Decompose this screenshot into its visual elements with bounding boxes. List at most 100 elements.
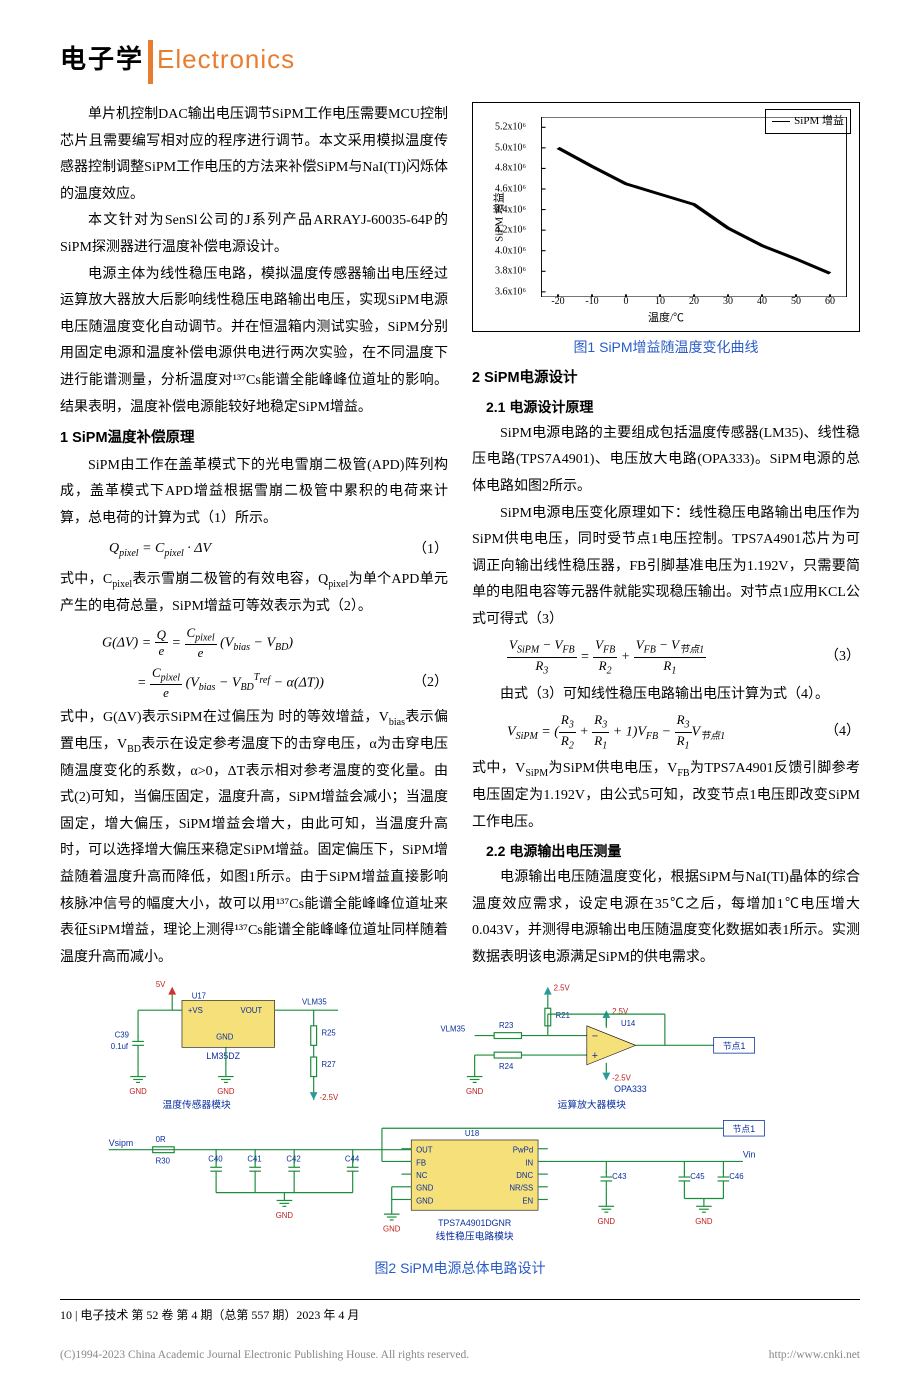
chart-x-label: 温度/℃ xyxy=(648,308,684,329)
figure-2-caption: 图2 SiPM电源总体电路设计 xyxy=(60,1255,860,1282)
equation-4: VSiPM = (R3R2 + R3R1 + 1)VFB − R3R1V节点1 … xyxy=(472,712,860,752)
svg-text:Vin: Vin xyxy=(743,1150,756,1160)
svg-text:2.5V: 2.5V xyxy=(612,1008,629,1017)
svg-text:GND: GND xyxy=(466,1088,484,1097)
svg-text:节点1: 节点1 xyxy=(723,1042,746,1052)
svg-text:C40: C40 xyxy=(208,1155,223,1164)
svg-text:VLM35: VLM35 xyxy=(302,998,327,1007)
paragraph: 本文针对为SenSl公司的J系列产品ARRAYJ-60035-64P的SiPM探… xyxy=(60,208,448,261)
figure-1-caption: 图1 SiPM增益随温度变化曲线 xyxy=(472,334,860,361)
equation-body: G(ΔV) = Qe = Cpixele (Vbias − VBD) xyxy=(60,625,406,661)
svg-text:VOUT: VOUT xyxy=(240,1007,262,1016)
svg-text:Vsipm: Vsipm xyxy=(109,1138,133,1148)
right-column: SiPM 增益 SiPM 增益 温度/℃ 3.6x10⁶3.8x10⁶4.0x1… xyxy=(472,102,860,971)
svg-text:U17: U17 xyxy=(192,992,206,1001)
paragraph: 式中，G(ΔV)表示SiPM在过偏压为 时的等效增益，Vbias表示偏置电压，V… xyxy=(60,705,448,971)
equation-number: （2） xyxy=(406,670,448,697)
footer-copyright: (C)1994-2023 China Academic Journal Elec… xyxy=(60,1345,860,1367)
figure-2-circuit: U17+VSVOUTGNDLM35DZ5VC390.1ufGNDGNDVLM35… xyxy=(60,979,860,1281)
svg-text:EN: EN xyxy=(522,1197,533,1206)
equation-2a: G(ΔV) = Qe = Cpixele (Vbias − VBD) xyxy=(60,625,448,661)
svg-text:GND: GND xyxy=(416,1197,434,1206)
svg-text:C44: C44 xyxy=(345,1155,360,1164)
svg-text:GND: GND xyxy=(416,1184,434,1193)
paragraph: 单片机控制DAC输出电压调节SiPM工作电压需要MCU控制芯片且需要编写相对应的… xyxy=(60,102,448,208)
equation-body: VSiPM = (R3R2 + R3R1 + 1)VFB − R3R1V节点1 xyxy=(472,712,818,752)
svg-text:-2.5V: -2.5V xyxy=(612,1074,631,1083)
paragraph: 由式（3）可知线性稳压电路输出电压计算为式（4）。 xyxy=(472,682,860,709)
section-heading-2-2: 2.2 电源输出电压测量 xyxy=(472,838,860,865)
svg-text:+VS: +VS xyxy=(188,1007,203,1016)
chart-plot-area xyxy=(541,117,847,297)
svg-text:C39: C39 xyxy=(115,1031,129,1040)
equation-number: （4） xyxy=(818,719,860,746)
paragraph: SiPM由工作在盖革模式下的光电雪崩二极管(APD)阵列构成，盖革模式下APD增… xyxy=(60,453,448,533)
svg-text:2.5V: 2.5V xyxy=(554,984,571,993)
footer-line: 10 | 电子技术 第 52 卷 第 4 期（总第 557 期）2023 年 4… xyxy=(60,1299,860,1327)
paragraph: SiPM电源电路的主要组成包括温度传感器(LM35)、线性稳压电路(TPS7A4… xyxy=(472,421,860,501)
circuit-svg: U17+VSVOUTGNDLM35DZ5VC390.1ufGNDGNDVLM35… xyxy=(60,979,860,1252)
page-footer: 10 | 电子技术 第 52 卷 第 4 期（总第 557 期）2023 年 4… xyxy=(60,1299,860,1367)
svg-text:OUT: OUT xyxy=(416,1146,433,1155)
svg-text:NC: NC xyxy=(416,1171,428,1180)
svg-text:GND: GND xyxy=(216,1033,234,1042)
svg-text:OPA333: OPA333 xyxy=(614,1085,647,1095)
svg-text:R30: R30 xyxy=(156,1157,171,1166)
svg-text:IN: IN xyxy=(525,1159,533,1168)
svg-text:VLM35: VLM35 xyxy=(440,1025,465,1034)
paragraph: SiPM电源电压变化原理如下：线性稳压电路输出电压作为SiPM供电电压，同时受节… xyxy=(472,501,860,634)
svg-text:R24: R24 xyxy=(499,1062,514,1071)
svg-text:0R: 0R xyxy=(156,1135,166,1144)
header-divider xyxy=(148,40,153,84)
section-title-en: Electronics xyxy=(155,35,295,84)
svg-text:C41: C41 xyxy=(247,1155,261,1164)
svg-text:C43: C43 xyxy=(612,1172,626,1181)
svg-text:GND: GND xyxy=(129,1088,147,1097)
section-heading-1: 1 SiPM温度补偿原理 xyxy=(60,425,448,453)
svg-text:节点1: 节点1 xyxy=(733,1125,756,1135)
svg-text:C46: C46 xyxy=(729,1172,743,1181)
svg-text:R23: R23 xyxy=(499,1021,513,1030)
svg-text:TPS7A4901DGNR: TPS7A4901DGNR xyxy=(438,1218,511,1228)
equation-body: = Cpixele (Vbias − VBDTref − α(ΔT)) xyxy=(60,665,406,701)
svg-text:GND: GND xyxy=(217,1088,235,1097)
svg-text:5V: 5V xyxy=(156,980,166,989)
svg-text:R21: R21 xyxy=(556,1011,570,1020)
equation-1: Qpixel = Cpixel · ΔV （1） xyxy=(60,536,448,563)
svg-text:GND: GND xyxy=(383,1225,401,1234)
svg-text:GND: GND xyxy=(695,1217,713,1226)
svg-text:R27: R27 xyxy=(321,1060,335,1069)
equation-3: VSiPM − VFBR3 = VFBR2 + VFB − V节点1R1 （3） xyxy=(472,637,860,677)
svg-text:U14: U14 xyxy=(621,1019,636,1028)
equation-body: Qpixel = Cpixel · ΔV xyxy=(60,536,406,563)
svg-text:NR/SS: NR/SS xyxy=(509,1184,533,1193)
paragraph: 电源主体为线性稳压电路，模拟温度传感器输出电压经过运算放大器放大后影响线性稳压电… xyxy=(60,262,448,422)
page-header: 电子学 Electronics xyxy=(60,40,860,84)
figure-1-chart: SiPM 增益 SiPM 增益 温度/℃ 3.6x10⁶3.8x10⁶4.0x1… xyxy=(472,102,860,332)
equation-body: VSiPM − VFBR3 = VFBR2 + VFB − V节点1R1 xyxy=(472,637,818,677)
paragraph: 式中，VSiPM为SiPM供电电压，VFB为TPS7A4901反馈引脚参考电压固… xyxy=(472,756,860,836)
svg-text:R25: R25 xyxy=(321,1029,336,1038)
paragraph: 电源输出电压随温度变化，根据SiPM与NaI(TI)晶体的综合温度效应需求，设定… xyxy=(472,865,860,971)
svg-text:LM35DZ: LM35DZ xyxy=(206,1051,240,1061)
svg-text:运算放大器模块: 运算放大器模块 xyxy=(558,1098,626,1111)
equation-number: （1） xyxy=(406,537,448,564)
svg-text:−: − xyxy=(592,1031,598,1043)
svg-text:FB: FB xyxy=(416,1159,426,1168)
left-column: 单片机控制DAC输出电压调节SiPM工作电压需要MCU控制芯片且需要编写相对应的… xyxy=(60,102,448,971)
svg-text:C42: C42 xyxy=(286,1155,300,1164)
svg-text:GND: GND xyxy=(276,1211,294,1220)
svg-text:线性稳压电路模块: 线性稳压电路模块 xyxy=(436,1230,514,1243)
equation-2b: = Cpixele (Vbias − VBDTref − α(ΔT)) （2） xyxy=(60,665,448,701)
section-heading-2: 2 SiPM电源设计 xyxy=(472,365,860,393)
svg-text:PwPd: PwPd xyxy=(513,1146,533,1155)
svg-text:GND: GND xyxy=(598,1217,616,1226)
two-column-body: 单片机控制DAC输出电压调节SiPM工作电压需要MCU控制芯片且需要编写相对应的… xyxy=(60,102,860,971)
equation-number: （3） xyxy=(818,644,860,671)
svg-text:DNC: DNC xyxy=(516,1171,533,1180)
section-heading-2-1: 2.1 电源设计原理 xyxy=(472,394,860,421)
svg-text:-2.5V: -2.5V xyxy=(320,1093,339,1102)
svg-text:温度传感器模块: 温度传感器模块 xyxy=(162,1098,230,1111)
svg-text:C45: C45 xyxy=(690,1172,705,1181)
svg-text:U18: U18 xyxy=(465,1129,479,1138)
